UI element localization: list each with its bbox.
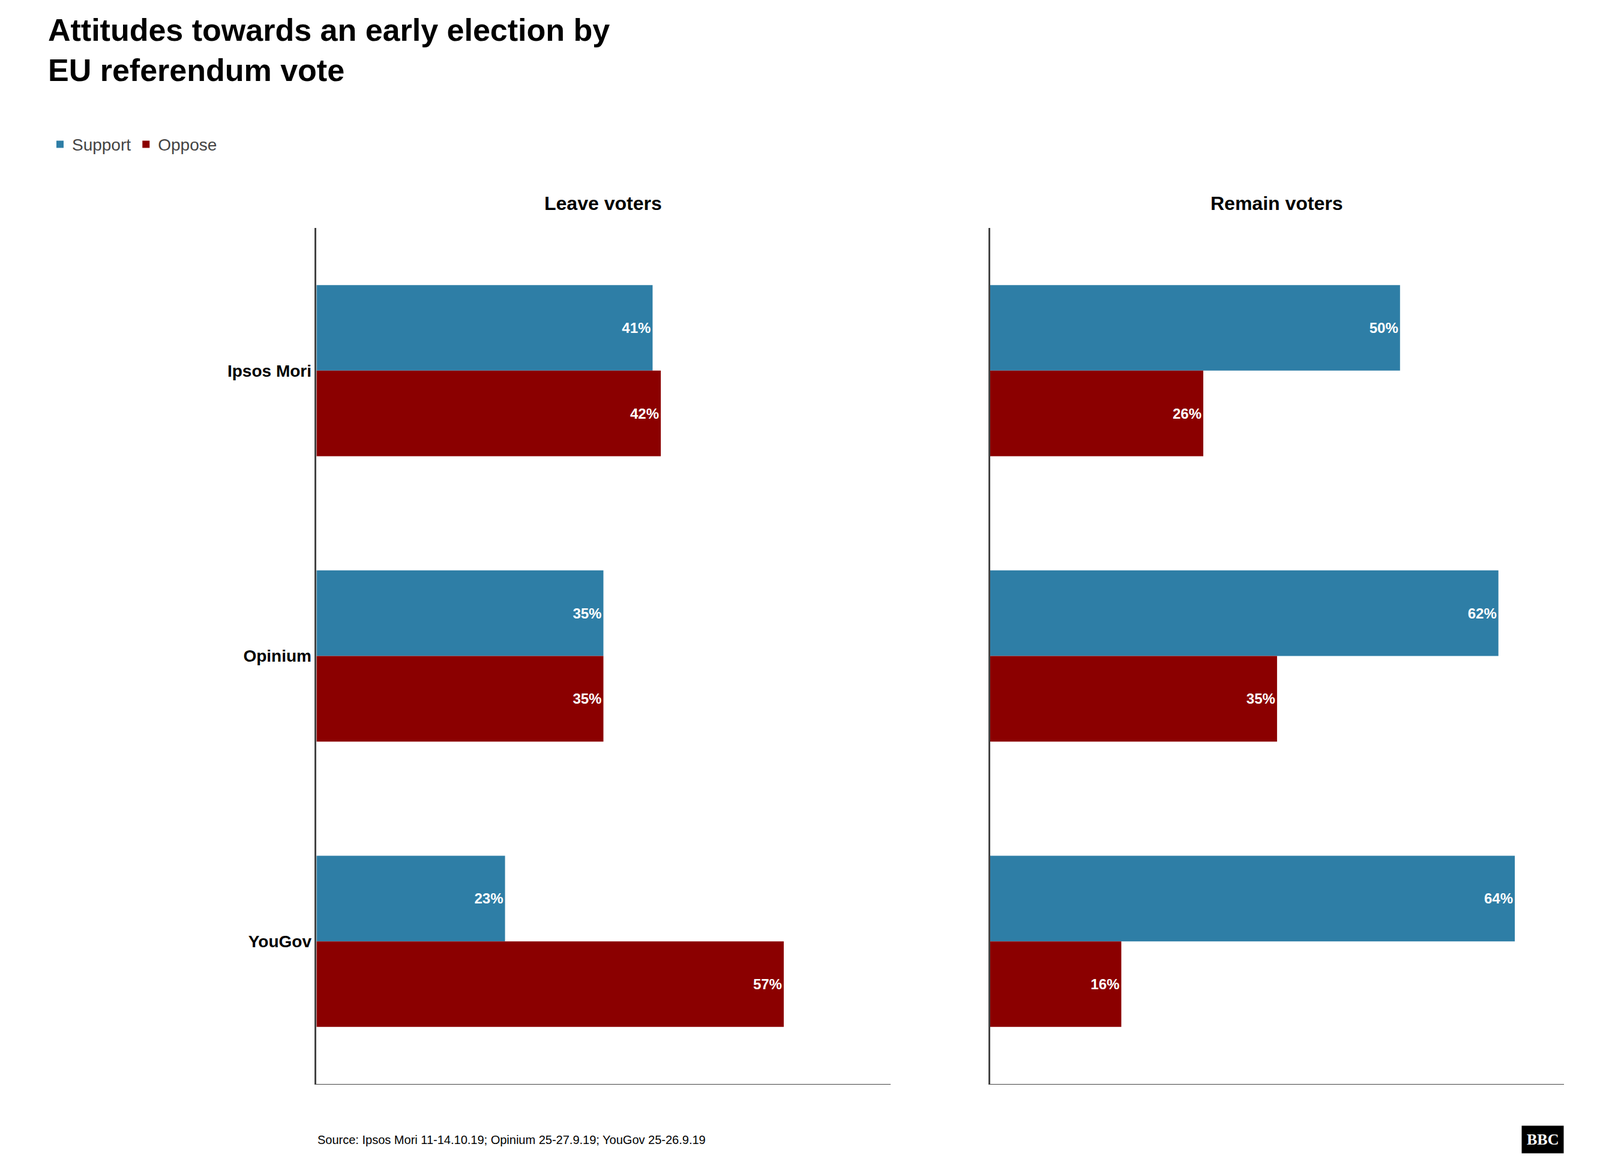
svg-text:Support: Support bbox=[72, 135, 131, 155]
svg-text:Oppose: Oppose bbox=[157, 135, 217, 155]
svg-text:35%: 35% bbox=[572, 605, 602, 622]
svg-text:Attitudes towards an early ele: Attitudes towards an early election byEU… bbox=[48, 12, 610, 89]
svg-text:Ipsos Mori: Ipsos Mori bbox=[227, 361, 312, 381]
svg-text:41%: 41% bbox=[621, 319, 651, 337]
svg-text:Source: Ipsos Mori 11-14.10.19: Source: Ipsos Mori 11-14.10.19; Opinium … bbox=[317, 1133, 706, 1147]
svg-text:BBC: BBC bbox=[1526, 1131, 1559, 1149]
svg-text:26%: 26% bbox=[1172, 405, 1202, 422]
svg-text:64%: 64% bbox=[1484, 890, 1513, 907]
svg-text:50%: 50% bbox=[1369, 319, 1399, 337]
svg-text:YouGov: YouGov bbox=[248, 932, 313, 952]
svg-text:62%: 62% bbox=[1467, 605, 1497, 622]
svg-text:16%: 16% bbox=[1090, 976, 1120, 993]
svg-text:35%: 35% bbox=[1246, 690, 1276, 707]
svg-text:57%: 57% bbox=[753, 976, 782, 993]
svg-text:42%: 42% bbox=[630, 405, 659, 422]
svg-text:Leave voters: Leave voters bbox=[544, 192, 662, 215]
svg-text:Opinium: Opinium bbox=[243, 646, 312, 666]
svg-text:35%: 35% bbox=[572, 690, 602, 707]
svg-text:23%: 23% bbox=[474, 890, 503, 907]
svg-text:Remain voters: Remain voters bbox=[1210, 192, 1344, 215]
